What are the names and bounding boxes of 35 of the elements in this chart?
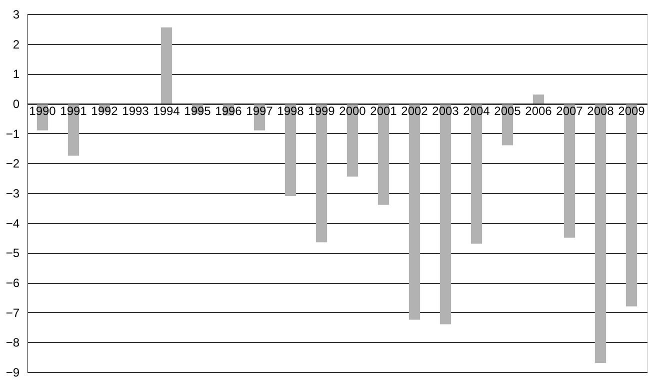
x-tick-label: 1996 [215, 104, 242, 118]
x-tick-label: 2005 [494, 104, 522, 118]
x-tick-label: 1992 [91, 104, 118, 118]
y-tick-label: −2 [6, 156, 20, 171]
x-tick-label: 2009 [618, 104, 646, 118]
x-tick-label: 2002 [401, 104, 428, 118]
y-tick-label: 2 [12, 37, 20, 52]
x-tick-label: 2007 [556, 104, 584, 118]
x-tick-label: 1994 [153, 104, 180, 118]
x-tick-label: 1990 [29, 104, 56, 118]
x-tick-label: 1995 [184, 104, 212, 118]
y-tick-label: −5 [6, 246, 20, 260]
y-tick-label: −6 [6, 276, 20, 290]
x-tick-label: 1997 [246, 104, 274, 118]
x-tick-label: 2003 [432, 104, 460, 118]
y-tick-label: 0 [12, 97, 20, 111]
y-tick-label: −8 [6, 336, 20, 350]
y-tick-label: −1 [6, 126, 20, 141]
bar [532, 94, 544, 104]
x-tick-label: 2008 [587, 104, 614, 118]
y-tick-label: 1 [12, 67, 20, 82]
x-tick-label: 1991 [60, 104, 88, 118]
x-tick-label: 1998 [277, 104, 304, 118]
bar [160, 27, 172, 104]
x-tick-label: 2004 [463, 104, 490, 118]
x-tick-label: 1999 [308, 104, 336, 118]
x-tick-label: 2006 [525, 104, 552, 118]
y-tick-label: −4 [6, 216, 20, 230]
y-tick-label: −3 [6, 186, 20, 200]
y-tick-label: −9 [6, 366, 20, 380]
x-tick-label: 1993 [122, 104, 150, 118]
y-tick-label: −7 [6, 306, 20, 320]
y-tick-label: 3 [12, 8, 20, 22]
x-tick-label: 2000 [339, 104, 366, 118]
x-tick-label: 2001 [370, 104, 398, 118]
